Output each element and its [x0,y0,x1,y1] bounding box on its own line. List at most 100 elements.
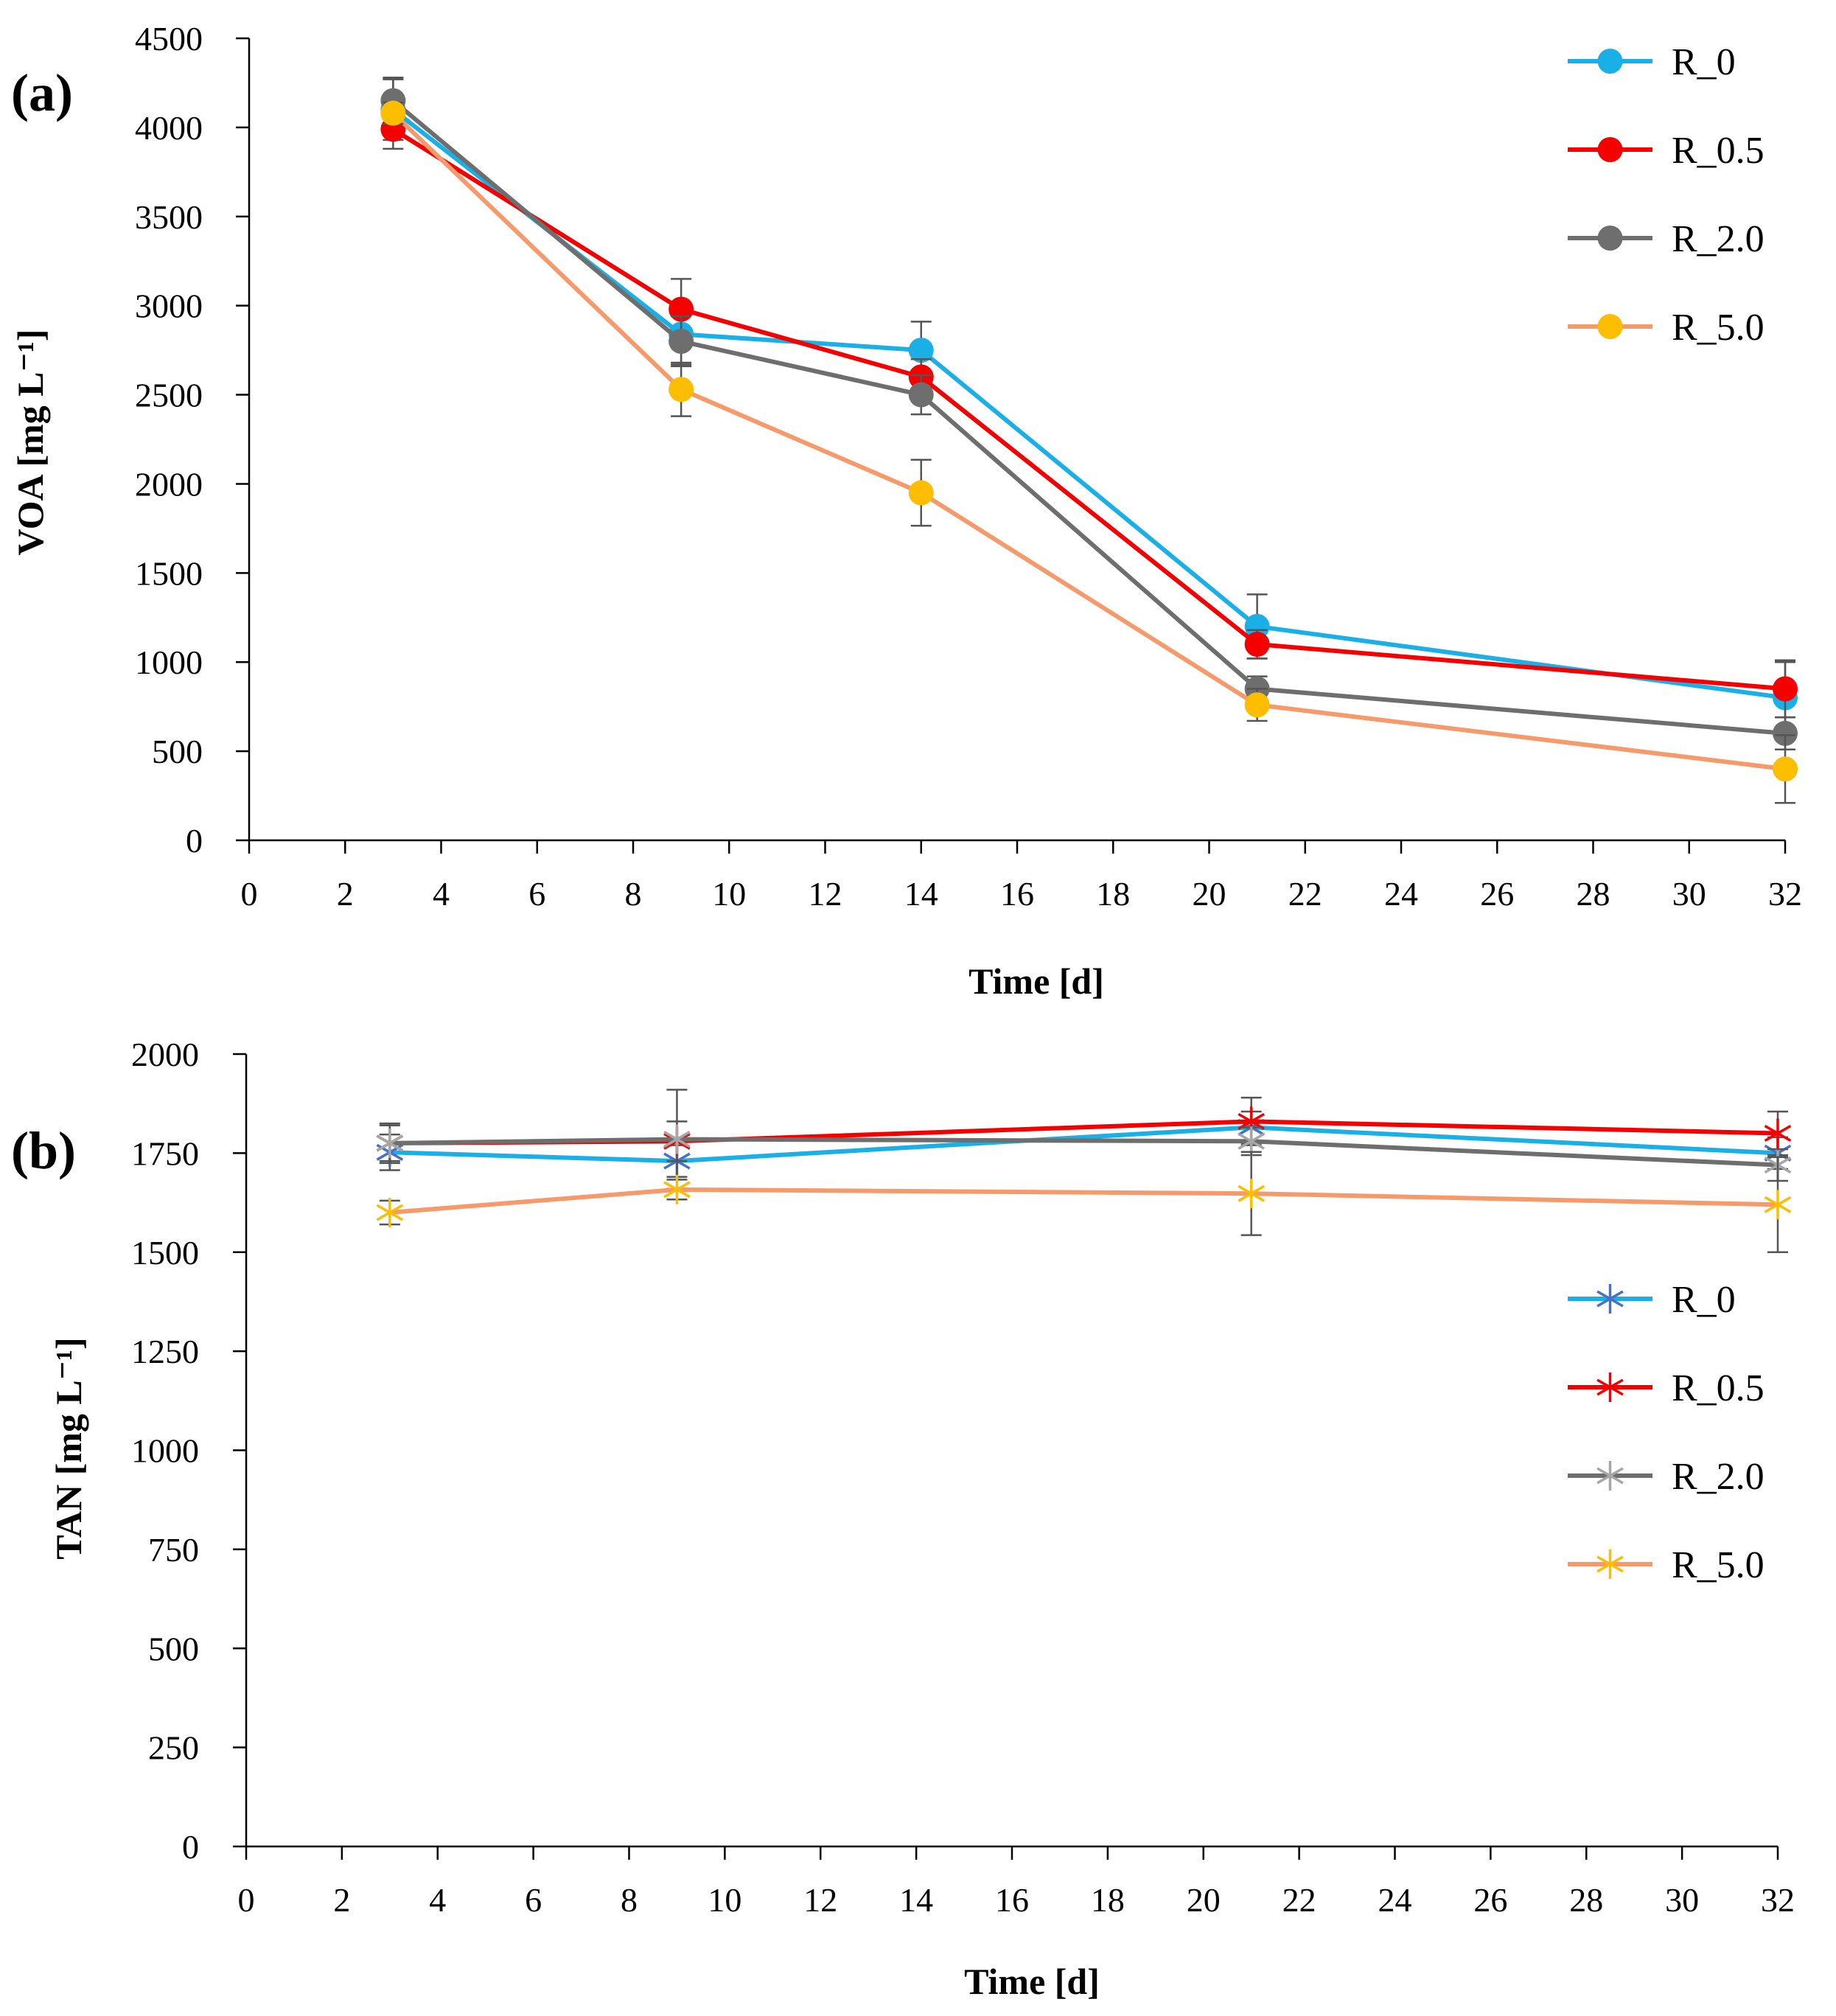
panel-b-y-tick-label: 500 [148,1630,199,1667]
panel-b-series-r-0-5 [376,1096,1792,1162]
panel-a-x-tick-label: 8 [625,875,642,913]
panel-a-voa-chart: (a) VOA [mg L⁻¹] Time [d] 05001000150020… [10,20,1802,1002]
panel-a-y-tick-label: 2000 [135,465,203,503]
panel-b-legend-item: R_0.5 [1568,1367,1765,1409]
legend-label: R_5.0 [1672,307,1765,349]
panel-a-x-tick-label: 4 [433,875,450,913]
panel-b-y-tick-label: 2000 [131,1036,199,1073]
panel-b-x-tick-label: 4 [429,1881,446,1919]
data-point-stroke [1238,1132,1265,1150]
panel-b-x-tick-label: 22 [1282,1881,1316,1919]
series-line [391,108,1786,700]
series-line [391,127,1786,691]
data-point [1773,756,1798,782]
panel-a-legend-item: R_5.0 [1568,307,1765,349]
legend-label: R_2.0 [1672,1456,1765,1498]
panel-b-x-tick-label: 0 [238,1881,255,1919]
panel-a-series-r-0-5 [380,108,1798,719]
legend-marker [1597,49,1623,74]
panel-b-x-tick-label: 18 [1091,1881,1125,1919]
panel-a-x-tick-label: 32 [1768,875,1802,913]
legend-marker-stroke [1596,1290,1624,1308]
data-point-stroke [1238,1185,1265,1202]
panel-a-y-tick-label: 1500 [135,554,203,592]
panel-b-y-tick-label: 1250 [131,1333,199,1370]
data-point [908,480,934,506]
legend-label: R_2.0 [1672,218,1765,260]
panel-a-x-tick-label: 6 [528,875,545,913]
legend-label: R_5.0 [1672,1544,1765,1586]
panel-b-x-tick-label: 12 [803,1881,837,1919]
panel-a-y-axis-label: VOA [mg L⁻¹] [10,329,51,555]
panel-a-x-tick-label: 10 [712,875,746,913]
panel-a-y-tick-label: 4000 [135,109,203,147]
panel-b-y-tick-label: 750 [148,1531,199,1569]
panel-b-x-tick-label: 6 [525,1881,542,1919]
data-point [663,1174,691,1204]
panel-b-x-tick-label: 20 [1187,1881,1221,1919]
panel-a-label: (a) [11,63,73,122]
legend-marker [1596,1373,1624,1402]
panel-b-x-tick-label: 24 [1378,1881,1412,1919]
panel-a-x-tick-label: 16 [1000,875,1034,913]
panel-a-legend-item: R_2.0 [1568,218,1765,260]
legend-marker [1597,137,1623,162]
panel-b-y-tick-label: 1500 [131,1234,199,1272]
data-point-stroke [1764,1196,1792,1213]
panel-b-x-tick-label: 16 [995,1881,1029,1919]
data-point-stroke [1238,1112,1265,1130]
panel-a-y-tick-label: 3500 [135,198,203,236]
legend-label: R_0.5 [1672,130,1765,172]
panel-a-y-tick-label: 2500 [135,377,203,414]
panel-b-series-r-0 [376,1110,1792,1178]
panel-a-series-r-0 [380,78,1798,735]
panel-a-x-tick-label: 28 [1577,875,1610,913]
data-point [669,377,694,402]
data-point [376,1128,404,1158]
data-point-stroke [376,1204,404,1221]
panel-a-x-tick-label: 24 [1384,875,1418,913]
data-point [1764,1118,1792,1148]
panel-a-x-tick-label: 12 [809,875,842,913]
data-point [669,329,694,355]
data-point [380,100,406,126]
panel-b-x-tick-label: 30 [1665,1881,1699,1919]
data-point [908,382,934,408]
panel-b-y-tick-label: 0 [182,1828,199,1866]
panel-b-x-tick-label: 8 [621,1881,638,1919]
data-point-stroke [1764,1124,1792,1143]
panel-b-label: (b) [11,1121,76,1180]
data-point [1773,676,1798,702]
panel-a-y-tick-label: 0 [186,822,203,859]
panel-b-x-axis-label: Time [d] [964,1961,1100,2002]
series-line [391,99,1786,736]
panel-a-x-tick-label: 2 [337,875,354,913]
legend-marker [1597,314,1623,339]
panel-b-series-r-2-0 [376,1089,1792,1190]
panel-a-series-r-5-0 [380,100,1798,804]
panel-a-x-tick-label: 0 [241,875,258,913]
data-point [1238,1179,1265,1209]
panel-b-y-axis-label: TAN [mg L⁻¹] [48,1337,89,1560]
panel-a-x-tick-label: 22 [1288,875,1322,913]
panel-b-y-tick-label: 1750 [131,1134,199,1172]
panel-a-x-tick-label: 14 [904,875,938,913]
panel-b-x-tick-label: 32 [1761,1881,1795,1919]
data-point [1244,632,1270,658]
panel-b-legend-item: R_5.0 [1568,1544,1765,1586]
data-point [1773,720,1798,746]
panel-a-y-tick-label: 500 [152,733,203,770]
data-point [908,338,934,363]
data-point-stroke [663,1181,691,1199]
legend-marker [1596,1461,1624,1490]
legend-label: R_0 [1672,1279,1736,1321]
panel-b-x-tick-label: 14 [899,1881,933,1919]
legend-marker-stroke [1596,1467,1624,1485]
panel-a-legend-item: R_0.5 [1568,130,1765,172]
legend-marker-stroke [1596,1378,1624,1396]
panel-a-series-r-2-0 [380,76,1798,750]
data-point [376,1198,404,1227]
data-point [1244,692,1270,718]
data-point-stroke [376,1134,404,1152]
panel-a-x-tick-label: 20 [1193,875,1226,913]
